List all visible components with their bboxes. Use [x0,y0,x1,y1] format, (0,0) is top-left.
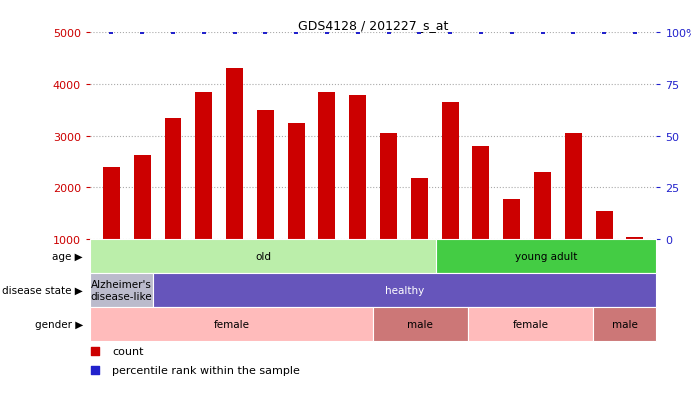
Text: male: male [408,319,433,329]
Bar [349,96,366,291]
Point [383,30,394,36]
Point [198,30,209,36]
Point [321,30,332,36]
Bar [565,134,582,291]
Title: GDS4128 / 201227_s_at: GDS4128 / 201227_s_at [298,19,448,32]
Bar [594,307,656,341]
Point [291,30,302,36]
Point [137,30,148,36]
Bar [90,240,436,273]
Point [106,30,117,36]
Bar [473,147,489,291]
Bar [164,118,182,291]
Bar [534,173,551,291]
Point [444,30,455,36]
Bar [134,156,151,291]
Text: young adult: young adult [515,252,578,261]
Point [630,30,641,36]
Point [475,30,486,36]
Text: age ▶: age ▶ [53,252,83,261]
Bar [442,103,459,291]
Bar [90,273,153,307]
Bar [319,93,335,291]
Bar [196,93,212,291]
Point [167,30,178,36]
Bar [596,211,612,291]
Point [419,77,430,83]
Bar [627,237,643,291]
Point [598,30,609,36]
Bar [287,123,305,291]
Text: male: male [612,319,638,329]
Bar [411,178,428,291]
Point [537,30,548,36]
Text: healthy: healthy [385,285,424,295]
Point [507,30,518,36]
Text: female: female [214,319,249,329]
Bar [226,69,243,291]
Point [419,246,430,252]
Bar [373,307,468,341]
Bar [468,307,594,341]
Bar [503,199,520,291]
Text: female: female [513,319,549,329]
Bar [436,240,656,273]
Bar [257,110,274,291]
Text: disease state ▶: disease state ▶ [2,285,83,295]
Bar [380,134,397,291]
Text: percentile rank within the sample: percentile rank within the sample [113,365,301,375]
Bar [90,307,373,341]
Text: old: old [255,252,271,261]
Bar [153,273,656,307]
Point [568,30,579,36]
Point [352,30,363,36]
Text: count: count [113,347,144,356]
Point [414,30,425,36]
Text: Alzheimer's
disease-like: Alzheimer's disease-like [91,280,152,301]
Point [260,30,271,36]
Text: gender ▶: gender ▶ [35,319,83,329]
Bar [103,167,120,291]
Point [229,30,240,36]
